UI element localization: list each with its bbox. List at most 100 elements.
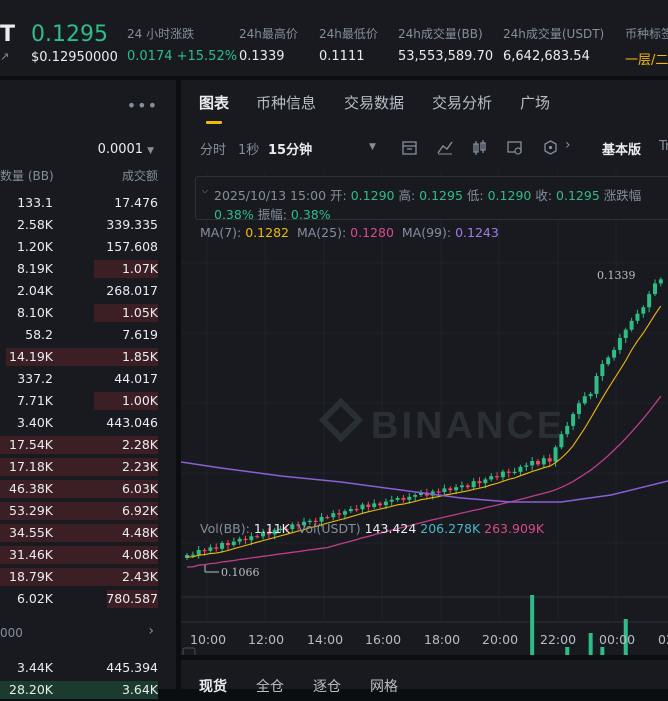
candle-body — [530, 461, 535, 466]
depth-bar — [94, 260, 158, 278]
ask-row[interactable]: 34.55K 4.48K — [0, 522, 176, 544]
candle-body — [284, 528, 289, 530]
depth-bar — [94, 392, 158, 410]
order-book: ••• 0.0001 ▼ 数量 (BB) 成交额 133.1 17.476 2.58K… — [0, 80, 176, 699]
ask-row[interactable]: 31.46K 4.08K — [0, 544, 176, 566]
chart-tabs: 图表 币种信息 交易数据 交易分析 广场 — [181, 80, 668, 124]
ask-row[interactable]: 133.1 17.476 — [0, 192, 176, 214]
candle-body — [401, 498, 406, 500]
interval-1s[interactable]: 1秒 — [238, 143, 260, 158]
ask-row[interactable]: 18.79K 2.43K — [0, 566, 176, 588]
candle-body — [342, 511, 347, 515]
candle-body — [524, 465, 529, 467]
order-form-tabs: 现货 全仓 逐仓 网格 — [181, 660, 668, 695]
ask-row[interactable]: 2.58K 339.335 — [0, 214, 176, 236]
ma-legend: MA(7): 0.1282 MA(25): 0.1280 MA(99): 0.1… — [200, 225, 499, 240]
ask-row[interactable]: 337.2 44.017 — [0, 368, 176, 390]
ask-row[interactable]: 1.20K 157.608 — [0, 236, 176, 258]
candle-body — [296, 524, 301, 526]
chart-mode-basic[interactable]: 基本版 — [602, 143, 642, 158]
tab-grid[interactable]: 网格 — [370, 679, 398, 695]
interval-time[interactable]: 分时 — [200, 143, 227, 158]
ask-row[interactable]: 3.40K 443.046 — [0, 412, 176, 434]
tab-trading-data[interactable]: 交易数据 — [344, 94, 405, 112]
ask-row[interactable]: 2.04K 268.017 — [0, 280, 176, 302]
candle-body — [225, 543, 230, 545]
candle-body — [465, 485, 470, 488]
amplitude-value: 0.38% — [290, 207, 331, 222]
candle-body — [565, 425, 570, 435]
candle-body — [571, 414, 576, 426]
row-total: 339.335 — [106, 217, 158, 232]
interval-15m[interactable]: 15分钟 — [268, 143, 313, 158]
ma7-label: MA(7): — [200, 225, 242, 240]
ask-row[interactable]: 8.19K 1.07K — [0, 258, 176, 280]
candle-body — [272, 529, 277, 535]
ask-row[interactable]: 17.18K 2.23K — [0, 456, 176, 478]
candle-body — [243, 538, 248, 541]
stat-value[interactable]: 一层/二 — [625, 53, 668, 68]
x-tick: 02 — [658, 632, 668, 647]
chevron-right-icon[interactable]: › — [148, 623, 154, 639]
candle-type-icon[interactable] — [471, 139, 488, 156]
candle-body — [255, 536, 260, 538]
close-value: 0.1295 — [556, 188, 600, 203]
row-qty: 18.79K — [9, 569, 53, 584]
tab-chart[interactable]: 图表 — [199, 94, 230, 112]
stat-24h-change: 24 小时涨跌 0.0174 +15.52% — [127, 25, 237, 64]
ask-row[interactable]: 58.2 7.619 — [0, 324, 176, 346]
candle-body — [658, 279, 663, 284]
interval-dropdown-icon[interactable]: ▼ — [369, 142, 376, 152]
settings-icon[interactable] — [506, 139, 523, 156]
chart-mode-trading-view[interactable]: Tr — [659, 139, 668, 154]
ask-row[interactable]: 17.54K 2.28K — [0, 434, 176, 456]
candle-body — [348, 509, 353, 512]
bid-row[interactable]: 3.44K 445.394 — [0, 657, 176, 679]
ma25-line — [186, 395, 662, 568]
header-total: 成交额 — [121, 169, 158, 183]
candle-body — [483, 479, 488, 484]
row-total: 443.046 — [106, 415, 158, 430]
vol-bb-value: 1.11K — [253, 521, 290, 536]
candle-body — [536, 461, 540, 465]
tab-trading-analysis[interactable]: 交易分析 — [432, 94, 493, 112]
chevron-right-icon[interactable]: › — [565, 137, 571, 153]
candle-body — [541, 458, 546, 465]
symbol-name[interactable]: T — [0, 22, 16, 47]
low-label: 低: — [466, 188, 484, 203]
candle-body — [500, 471, 505, 478]
stat-24h-volume-usdt: 24h成交量(USDT) 6,642,683.54 — [503, 25, 604, 64]
volume-legend: Vol(BB): 1.11K Vol(USDT) 143.424 206.278… — [200, 521, 544, 536]
ask-row[interactable]: 46.38K 6.03K — [0, 478, 176, 500]
candle-body — [366, 504, 371, 507]
bid-row[interactable]: 28.20K 3.64K — [0, 679, 176, 701]
bid-list: 3.44K 445.394 28.20K 3.64K — [0, 657, 176, 701]
candle-body — [278, 528, 283, 530]
symbol-link-icon[interactable]: ↗ — [0, 50, 10, 63]
tab-spot[interactable]: 现货 — [199, 679, 227, 695]
row-qty: 6.02K — [16, 591, 53, 606]
tab-cross[interactable]: 全仓 — [256, 679, 284, 695]
tab-square[interactable]: 广场 — [520, 94, 551, 112]
row-qty: 34.55K — [9, 525, 53, 540]
ask-row[interactable]: 8.10K 1.05K — [0, 302, 176, 324]
more-icon[interactable]: ••• — [126, 96, 158, 115]
precision-select[interactable]: 0.0001 ▼ — [98, 142, 154, 157]
stat-label: 24 小时涨跌 — [127, 27, 195, 41]
stat-token-tags[interactable]: 币种标签 一层/二 — [625, 25, 668, 68]
hexagon-icon[interactable] — [542, 139, 559, 156]
indicator-icon[interactable] — [436, 139, 453, 156]
chevron-down-icon[interactable]: ⌵ — [202, 186, 209, 195]
candle-body — [576, 403, 581, 414]
tab-token-info[interactable]: 币种信息 — [256, 94, 317, 112]
watermark-logo — [318, 397, 364, 443]
ask-row[interactable]: 7.71K 1.00K — [0, 390, 176, 412]
ask-row[interactable]: 6.02K 780.587 — [0, 588, 176, 610]
ask-row[interactable]: 53.29K 6.92K — [0, 500, 176, 522]
calendar-icon[interactable] — [401, 139, 418, 156]
ask-row[interactable]: 14.19K 1.85K — [0, 346, 176, 368]
tab-isolated[interactable]: 逐仓 — [313, 679, 341, 695]
candle-body — [448, 488, 453, 491]
high-marker-label: 0.1339 — [597, 269, 636, 282]
